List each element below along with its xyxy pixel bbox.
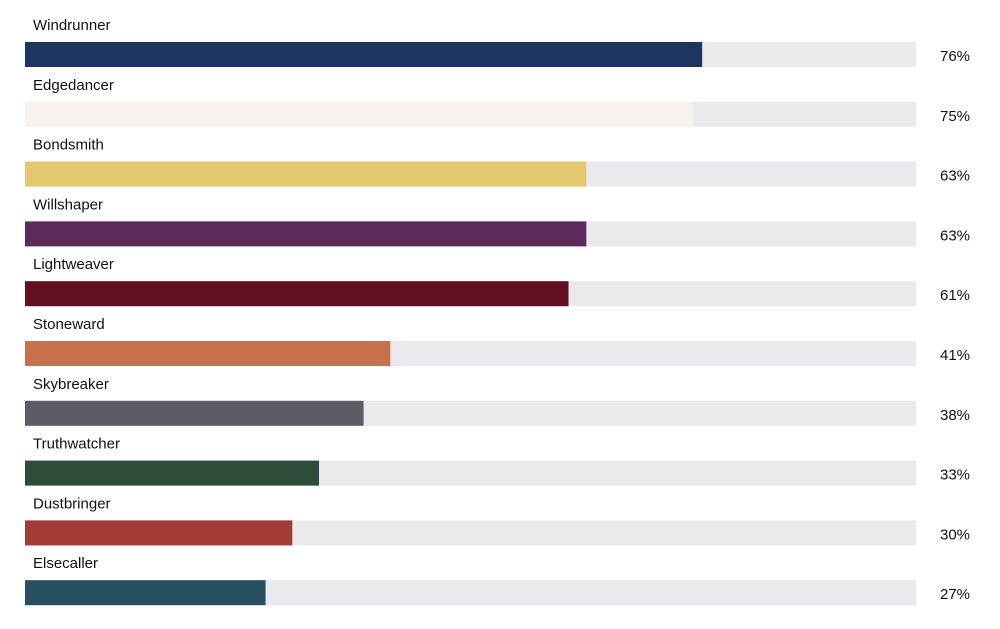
bar	[25, 221, 587, 247]
value-label: 27%	[940, 586, 970, 603]
value-label: 61%	[940, 287, 970, 304]
bar	[25, 460, 320, 486]
bar	[25, 281, 569, 307]
category-label: Edgedancer	[33, 77, 114, 94]
category-label: Dustbringer	[33, 495, 111, 512]
bar	[25, 580, 266, 606]
bar	[25, 341, 391, 366]
category-label: Skybreaker	[33, 376, 109, 393]
value-label: 63%	[940, 227, 970, 244]
value-label: 41%	[940, 347, 970, 364]
value-label: 33%	[940, 467, 970, 484]
category-label: Stoneward	[33, 316, 105, 333]
bar	[25, 520, 293, 546]
category-label: Bondsmith	[33, 137, 104, 154]
category-label: Truthwatcher	[33, 436, 120, 453]
bar	[25, 400, 364, 426]
value-label: 76%	[940, 48, 970, 65]
category-label: Elsecaller	[33, 555, 98, 572]
value-label: 38%	[940, 407, 970, 424]
bar	[25, 101, 694, 127]
bar	[25, 161, 587, 187]
value-label: 30%	[940, 526, 970, 543]
category-label: Windrunner	[33, 17, 111, 34]
value-label: 75%	[940, 108, 970, 125]
category-label: Willshaper	[33, 196, 103, 213]
category-label: Lightweaver	[33, 256, 114, 273]
value-label: 63%	[940, 168, 970, 185]
bar	[25, 42, 703, 67]
